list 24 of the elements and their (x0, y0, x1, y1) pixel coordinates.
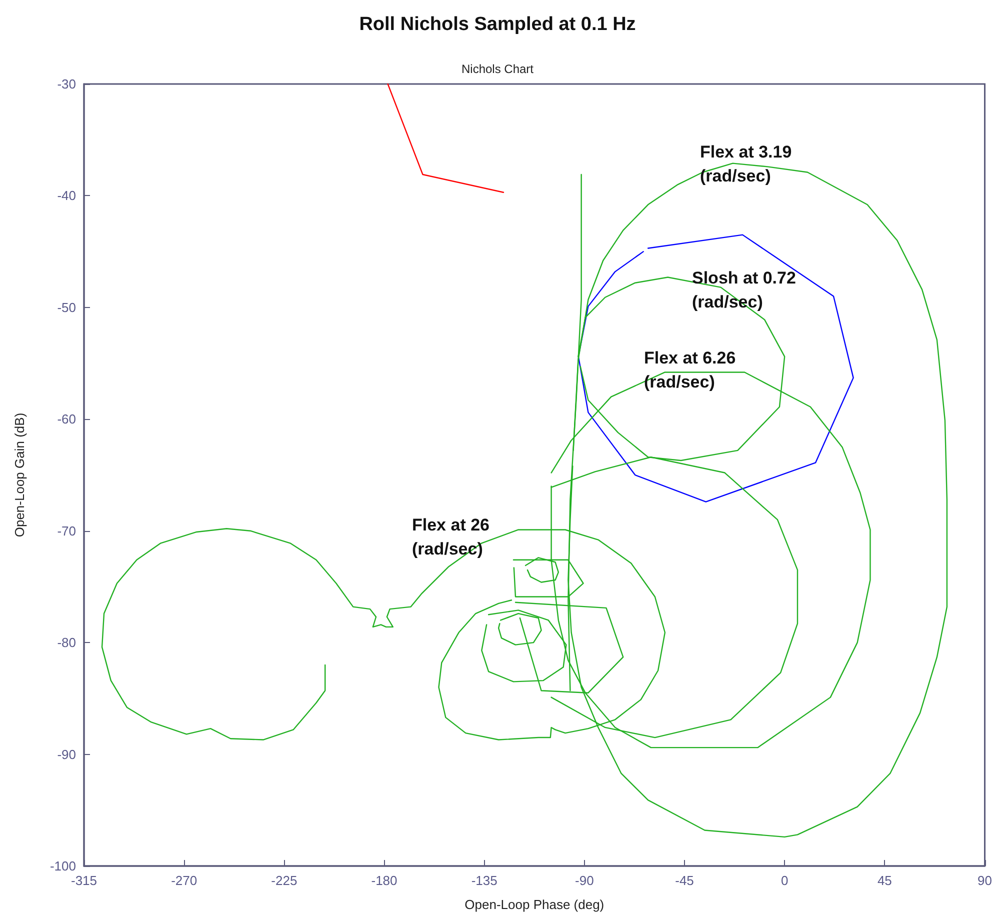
x-tick-label: -270 (171, 873, 198, 888)
x-tick-label: -45 (675, 873, 694, 888)
x-tick-label: -135 (471, 873, 498, 888)
x-tick-label: -315 (70, 873, 98, 888)
y-tick-label: -40 (57, 188, 76, 204)
y-tick-label: -30 (57, 76, 76, 92)
x-tick-label: -90 (575, 873, 594, 888)
x-tick-label: 45 (877, 873, 892, 888)
y-tick-label: -70 (57, 523, 76, 538)
y-tick-label: -50 (57, 300, 76, 315)
x-axis-title: Open-Loop Phase (deg) (464, 897, 604, 912)
x-tick-label: -180 (371, 873, 398, 888)
y-tick-label: -100 (50, 858, 76, 874)
y-axis-title: Open-Loop Gain (dB) (12, 412, 27, 538)
x-tick-label: -225 (271, 873, 298, 888)
y-tick-label: -80 (57, 635, 76, 650)
chart-title: Roll Nichols Sampled at 0.1 Hz (359, 14, 636, 35)
x-tick-label: 0 (780, 873, 788, 888)
annotation: Flex at 6.26 (rad/sec) (644, 348, 736, 392)
y-tick-label: -90 (57, 746, 76, 762)
x-tick-label: 90 (978, 873, 992, 888)
chart-subtitle: Nichols Chart (461, 62, 534, 76)
annotation: Flex at 3.19 (rad/sec) (700, 142, 792, 186)
y-tick-label: -60 (57, 412, 76, 427)
